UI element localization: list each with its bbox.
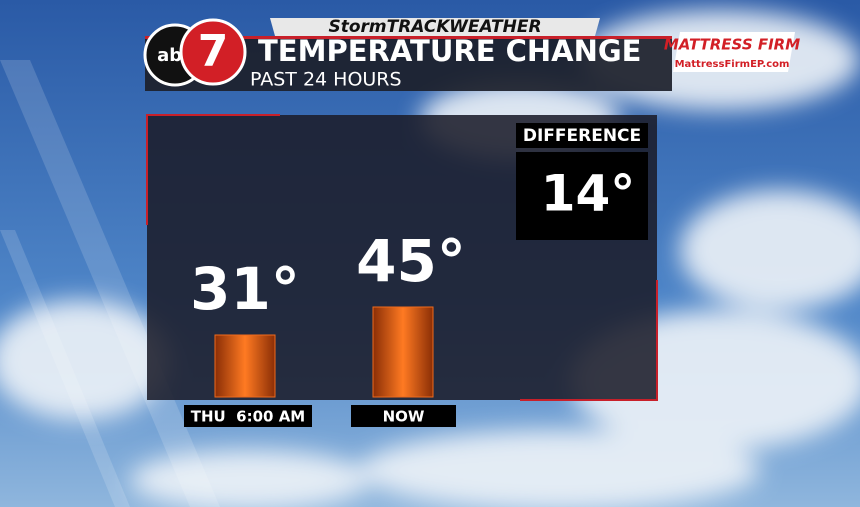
sponsor-box (673, 32, 795, 72)
chart-title: TEMPERATURE CHANGE (258, 34, 642, 68)
chart-subtitle: PAST 24 HOURS (250, 69, 402, 91)
x-tick-label: THU 6:00 AM (191, 408, 305, 426)
difference-title: DIFFERENCE (523, 126, 641, 146)
title-accent (145, 36, 672, 39)
brand-banner (270, 18, 600, 36)
bar (372, 306, 434, 398)
value-label: 45° (356, 227, 466, 295)
light-streak (0, 230, 130, 507)
panel-accent (520, 280, 658, 401)
x-tick-label: NOW (383, 408, 425, 426)
clouds (0, 10, 860, 507)
difference-header (516, 123, 648, 148)
value-label: 31° (190, 255, 300, 323)
bar (214, 334, 276, 398)
category-box (184, 405, 312, 427)
sponsor-url: MattressFirmEP.com (675, 59, 790, 70)
difference-value: 14° (541, 165, 636, 223)
difference-box (516, 152, 648, 240)
logo-seven-circle (179, 18, 247, 86)
panel-accent (146, 114, 280, 225)
logo-number: 7 (198, 26, 229, 77)
sponsor: MATTRESS FIRM (664, 36, 800, 54)
brand: StormTRACKWEATHER (328, 17, 541, 37)
category-box (351, 405, 456, 427)
